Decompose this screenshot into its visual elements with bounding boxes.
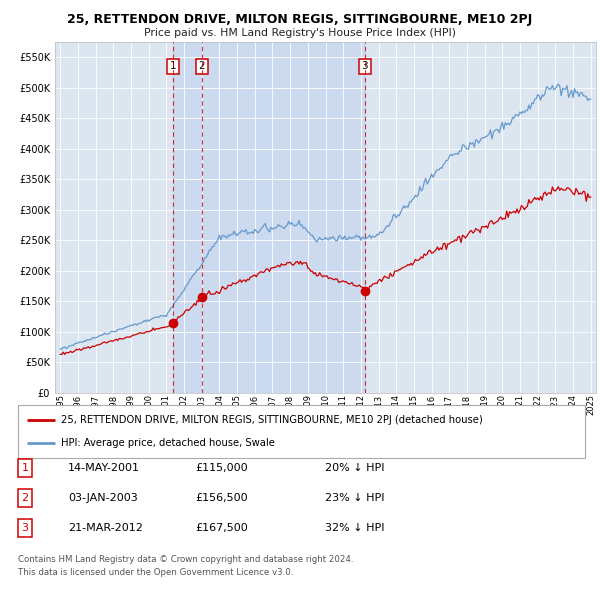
Text: HPI: Average price, detached house, Swale: HPI: Average price, detached house, Swal…: [61, 438, 274, 448]
Text: 14-MAY-2001: 14-MAY-2001: [68, 463, 140, 473]
Text: 32% ↓ HPI: 32% ↓ HPI: [325, 523, 385, 533]
Text: 1: 1: [22, 463, 29, 473]
Bar: [173, 42, 365, 393]
Text: Price paid vs. HM Land Registry's House Price Index (HPI): Price paid vs. HM Land Registry's House …: [144, 28, 456, 38]
Text: 3: 3: [361, 61, 368, 71]
Text: 21-MAR-2012: 21-MAR-2012: [68, 523, 143, 533]
Text: 1: 1: [170, 61, 176, 71]
Text: £115,000: £115,000: [195, 463, 248, 473]
Text: 20% ↓ HPI: 20% ↓ HPI: [325, 463, 385, 473]
Text: 03-JAN-2003: 03-JAN-2003: [68, 493, 138, 503]
Text: 3: 3: [22, 523, 29, 533]
FancyBboxPatch shape: [18, 405, 585, 458]
Text: 23% ↓ HPI: 23% ↓ HPI: [325, 493, 385, 503]
Text: 2: 2: [22, 493, 29, 503]
Text: Contains HM Land Registry data © Crown copyright and database right 2024.: Contains HM Land Registry data © Crown c…: [18, 555, 353, 564]
Text: 25, RETTENDON DRIVE, MILTON REGIS, SITTINGBOURNE, ME10 2PJ: 25, RETTENDON DRIVE, MILTON REGIS, SITTI…: [67, 13, 533, 26]
Text: This data is licensed under the Open Government Licence v3.0.: This data is licensed under the Open Gov…: [18, 568, 293, 577]
Text: £156,500: £156,500: [195, 493, 248, 503]
Text: 25, RETTENDON DRIVE, MILTON REGIS, SITTINGBOURNE, ME10 2PJ (detached house): 25, RETTENDON DRIVE, MILTON REGIS, SITTI…: [61, 415, 482, 425]
Text: £167,500: £167,500: [195, 523, 248, 533]
Text: 2: 2: [199, 61, 205, 71]
